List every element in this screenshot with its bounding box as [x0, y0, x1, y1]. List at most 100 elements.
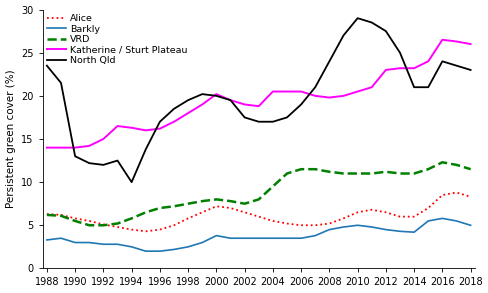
North Qld — [467, 68, 472, 72]
Line: Alice: Alice — [47, 193, 469, 231]
Barkly — [199, 241, 205, 244]
North Qld — [58, 81, 64, 85]
VRD — [157, 206, 163, 210]
VRD — [312, 167, 318, 171]
Katherine / Sturt Plateau — [72, 146, 78, 149]
Alice — [241, 211, 247, 214]
Katherine / Sturt Plateau — [58, 146, 64, 149]
VRD — [199, 199, 205, 203]
North Qld — [326, 59, 332, 63]
North Qld — [199, 92, 205, 96]
North Qld — [213, 94, 219, 98]
Alice — [467, 195, 472, 199]
North Qld — [185, 98, 191, 102]
North Qld — [227, 98, 233, 102]
North Qld — [284, 116, 289, 119]
VRD — [284, 172, 289, 175]
North Qld — [368, 21, 374, 24]
VRD — [171, 205, 177, 208]
Katherine / Sturt Plateau — [382, 68, 388, 72]
Katherine / Sturt Plateau — [114, 124, 120, 128]
VRD — [58, 214, 64, 217]
Barkly — [86, 241, 92, 244]
Barkly — [171, 248, 177, 251]
Katherine / Sturt Plateau — [44, 146, 50, 149]
Alice — [86, 219, 92, 223]
VRD — [340, 172, 346, 175]
VRD — [185, 202, 191, 205]
Katherine / Sturt Plateau — [255, 104, 261, 108]
VRD — [44, 213, 50, 217]
Alice — [44, 212, 50, 216]
Barkly — [58, 236, 64, 240]
North Qld — [396, 51, 402, 54]
VRD — [425, 167, 430, 171]
Alice — [100, 223, 106, 226]
Barkly — [410, 230, 416, 234]
Katherine / Sturt Plateau — [86, 144, 92, 148]
North Qld — [312, 86, 318, 89]
Alice — [410, 215, 416, 218]
Barkly — [453, 219, 459, 223]
Katherine / Sturt Plateau — [410, 67, 416, 70]
Katherine / Sturt Plateau — [439, 38, 445, 42]
Alice — [354, 211, 360, 214]
VRD — [382, 170, 388, 173]
North Qld — [241, 116, 247, 119]
VRD — [241, 202, 247, 205]
North Qld — [354, 16, 360, 20]
VRD — [439, 161, 445, 164]
Alice — [453, 191, 459, 194]
Katherine / Sturt Plateau — [467, 42, 472, 46]
North Qld — [171, 107, 177, 110]
Katherine / Sturt Plateau — [128, 126, 134, 130]
Alice — [114, 225, 120, 229]
VRD — [368, 172, 374, 175]
VRD — [227, 199, 233, 203]
Alice — [157, 228, 163, 231]
VRD — [396, 172, 402, 175]
Alice — [326, 222, 332, 225]
Barkly — [128, 245, 134, 248]
VRD — [354, 172, 360, 175]
Alice — [269, 219, 275, 223]
North Qld — [72, 154, 78, 158]
Alice — [439, 193, 445, 197]
North Qld — [298, 103, 304, 106]
Barkly — [284, 236, 289, 240]
Y-axis label: Persistent green cover (%): Persistent green cover (%) — [5, 70, 16, 208]
North Qld — [157, 120, 163, 123]
North Qld — [114, 159, 120, 162]
Barkly — [157, 249, 163, 253]
Barkly — [100, 243, 106, 246]
Alice — [382, 211, 388, 214]
Katherine / Sturt Plateau — [396, 67, 402, 70]
North Qld — [86, 161, 92, 165]
VRD — [114, 222, 120, 225]
VRD — [255, 198, 261, 201]
Katherine / Sturt Plateau — [171, 120, 177, 123]
Katherine / Sturt Plateau — [453, 40, 459, 43]
Katherine / Sturt Plateau — [368, 86, 374, 89]
Alice — [128, 228, 134, 231]
Alice — [142, 229, 148, 233]
Barkly — [255, 236, 261, 240]
Alice — [255, 215, 261, 218]
VRD — [142, 211, 148, 214]
VRD — [100, 224, 106, 227]
Katherine / Sturt Plateau — [185, 111, 191, 115]
Barkly — [227, 236, 233, 240]
Katherine / Sturt Plateau — [142, 129, 148, 132]
VRD — [72, 219, 78, 223]
Barkly — [44, 238, 50, 242]
Alice — [368, 208, 374, 212]
Alice — [425, 206, 430, 210]
Katherine / Sturt Plateau — [298, 90, 304, 93]
Barkly — [142, 249, 148, 253]
North Qld — [425, 86, 430, 89]
Barkly — [298, 236, 304, 240]
Alice — [171, 224, 177, 227]
Barkly — [382, 228, 388, 231]
Alice — [396, 215, 402, 218]
Alice — [298, 224, 304, 227]
